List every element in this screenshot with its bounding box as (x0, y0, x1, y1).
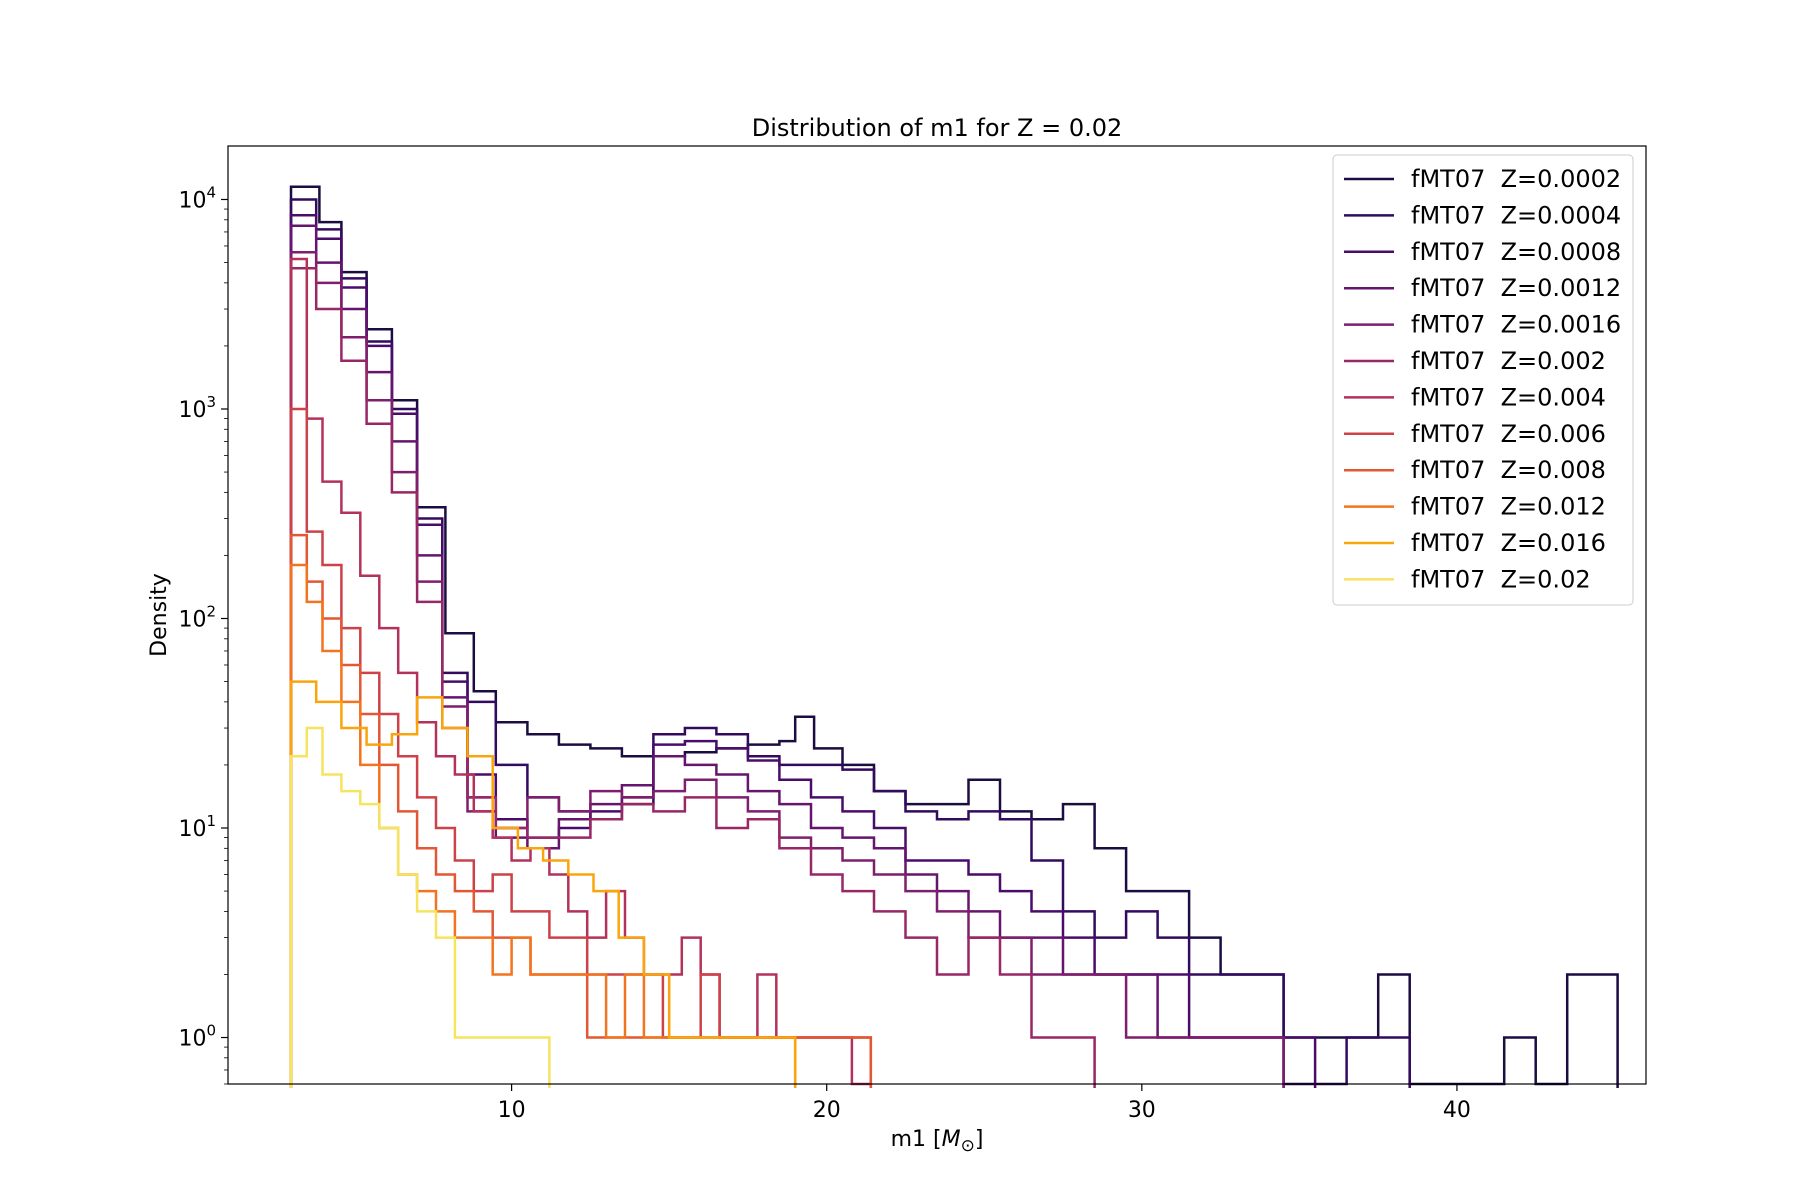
x-tick-label: 10 (498, 1098, 526, 1123)
x-tick-label: 20 (813, 1098, 841, 1123)
legend-label: fMT07 Z=0.0004 (1411, 201, 1621, 229)
legend-label: fMT07 Z=0.0002 (1411, 165, 1621, 193)
legend-label: fMT07 Z=0.006 (1411, 420, 1606, 448)
legend-label: fMT07 Z=0.008 (1411, 456, 1606, 484)
y-tick-label: 103 (178, 393, 216, 423)
legend-label: fMT07 Z=0.002 (1411, 347, 1606, 375)
series-6-line (289, 257, 873, 1088)
y-tick-label: 104 (178, 183, 216, 213)
legend-label: fMT07 Z=0.016 (1411, 529, 1606, 557)
y-axis-label: Density (147, 573, 172, 657)
legend-label: fMT07 Z=0.0016 (1411, 311, 1621, 339)
y-tick-label: 101 (178, 812, 216, 842)
legend-label: fMT07 Z=0.02 (1411, 565, 1591, 593)
series-5-line (289, 266, 1096, 1088)
x-axis: 10 20 30 40 (498, 1084, 1471, 1123)
legend: fMT07 Z=0.0002 fMT07 Z=0.0004 fMT07 Z=0.00… (1332, 154, 1634, 606)
legend-label: fMT07 Z=0.0012 (1411, 274, 1621, 302)
series-layer (289, 185, 1619, 1088)
legend-label: fMT07 Z=0.0008 (1411, 238, 1621, 266)
x-tick-label: 40 (1443, 1098, 1471, 1123)
x-axis-label: m1 [M⊙] (891, 1127, 984, 1156)
legend-entries: fMT07 Z=0.0002 fMT07 Z=0.0004 fMT07 Z=0.00… (1344, 165, 1621, 593)
y-tick-label: 100 (178, 1022, 216, 1052)
legend-label: fMT07 Z=0.012 (1411, 493, 1606, 521)
series-0-line (289, 185, 1619, 1088)
plot-frame (227, 145, 1647, 1085)
series-11-line (289, 726, 551, 1088)
series-10-line (289, 680, 797, 1088)
y-axis: 100 101 102 103 104 (178, 183, 228, 1085)
chart-title: Distribution of m1 for Z = 0.02 (752, 114, 1123, 142)
legend-frame (1332, 154, 1634, 606)
legend-label: fMT07 Z=0.004 (1411, 383, 1606, 411)
y-tick-label: 102 (178, 603, 216, 633)
x-tick-label: 30 (1128, 1098, 1156, 1123)
series-3-line (289, 224, 1285, 1088)
